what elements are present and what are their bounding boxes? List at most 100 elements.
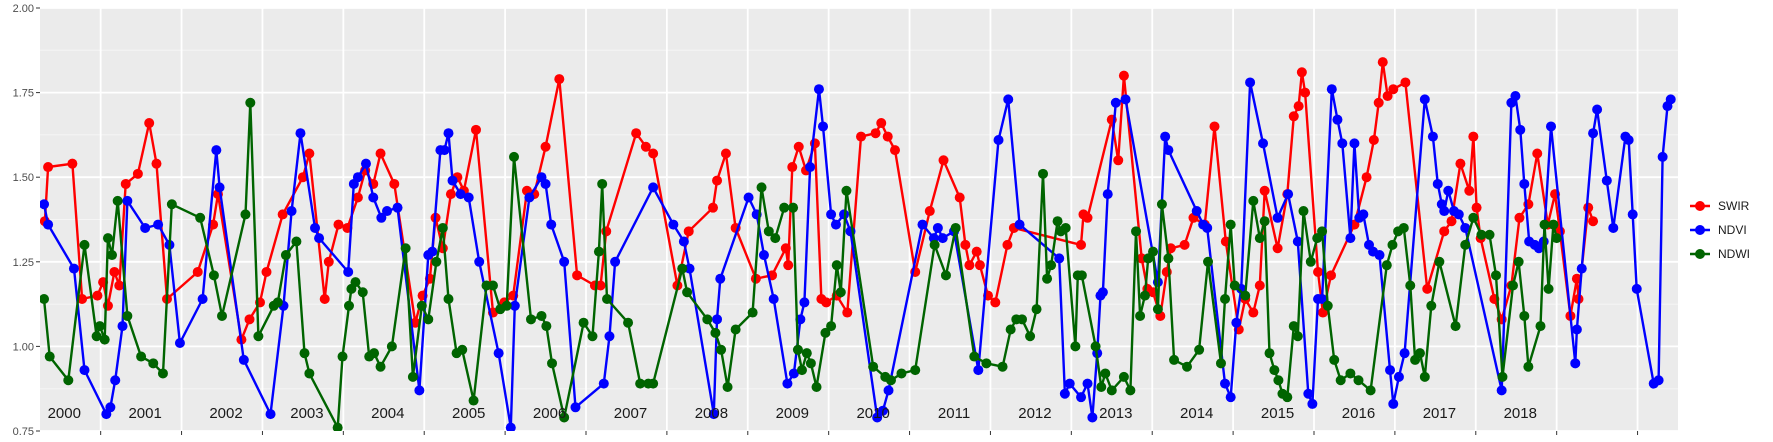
data-point-ndwi [468,395,479,406]
data-point-swir [821,297,832,308]
data-point-ndvi [68,263,79,274]
data-point-ndwi [1005,324,1016,335]
data-point-ndvi [40,199,50,210]
data-point-swir [389,178,400,189]
data-point-ndvi [782,378,793,389]
data-point-ndvi [1087,412,1098,423]
data-point-ndvi [505,422,516,431]
data-point-swir [445,189,456,200]
year-label: 2005 [452,405,485,422]
data-point-swir [870,128,881,139]
data-point-ndwi [272,297,283,308]
data-point-ndwi [593,246,604,257]
data-point-swir [319,294,330,305]
data-point-ndwi [997,361,1008,372]
data-point-ndwi [431,256,442,267]
data-point-ndwi [1106,385,1117,396]
data-point-swir [1439,226,1450,237]
data-point-ndwi [1322,300,1333,311]
year-label: 2017 [1423,405,1456,422]
data-point-swir [1373,97,1384,108]
data-point-ndvi [1427,131,1438,142]
data-point-ndwi [148,358,159,369]
data-point-ndwi [1096,382,1107,393]
data-point-ndwi [1131,226,1142,237]
data-point-ndwi [332,422,343,431]
data-point-ndvi [826,209,837,220]
data-point-ndvi [174,338,185,349]
data-point-ndwi [623,317,634,328]
data-point-swir [77,294,88,305]
data-point-ndwi [1460,239,1471,250]
data-point-ndwi [253,331,264,342]
data-point-ndwi [1254,233,1265,244]
data-point-swir [787,162,798,173]
data-point-ndvi [1097,287,1108,298]
data-point-ndvi [382,206,393,217]
data-point-swir [964,260,975,271]
data-point-ndvi [1519,178,1530,189]
data-point-ndwi [587,331,598,342]
data-point-ndwi [756,182,767,193]
data-point-swir [882,131,893,142]
data-point-ndwi [102,233,113,244]
data-point-ndwi [1476,229,1487,240]
year-label: 2007 [614,405,647,422]
data-point-ndwi [801,348,812,359]
data-point-ndvi [610,256,621,267]
data-point-swir [297,172,308,183]
data-point-ndwi [841,185,852,196]
data-point-ndwi [1523,361,1534,372]
data-point-ndvi [1608,222,1619,233]
data-point-ndvi [1082,378,1093,389]
data-point-ndvi [1220,378,1231,389]
data-point-ndvi [712,314,723,325]
data-point-swir [924,206,935,217]
data-point-ndwi [868,361,879,372]
year-labels: 2000 2001 2002 2003 2004 2005 2006 2007 2008 2009… [48,405,1537,422]
data-point-swir [144,118,155,129]
data-point-swir [43,162,54,173]
data-point-swir [132,168,143,179]
data-point-ndvi [1225,392,1236,403]
y-axis: 0.75 1.00 1.25 1.50 1.75 2.00 [13,3,40,438]
data-point-ndvi [818,121,829,132]
data-point-ndvi [805,162,816,173]
data-point-swir [1446,216,1457,227]
data-point-ndwi [1259,216,1270,227]
data-point-swir [151,158,162,169]
data-point-swir [1313,266,1324,277]
data-point-ndwi [1042,273,1053,284]
data-point-ndwi [792,344,803,355]
data-point-ndwi [1148,246,1159,257]
data-point-ndvi [678,236,689,247]
data-point-ndvi [1064,378,1075,389]
data-point-swir [1254,280,1265,291]
data-point-ndvi [932,222,943,233]
data-point-ndwi [747,307,758,318]
data-point-ndwi [112,195,123,206]
data-point-swir [410,317,421,328]
data-point-swir [1588,216,1599,227]
legend-marker [1695,201,1705,211]
data-point-ndwi [44,351,55,362]
data-point-ndvi [1292,236,1303,247]
data-point-ndwi [1090,341,1101,352]
data-point-ndwi [217,310,227,321]
data-point-swir [1468,131,1479,142]
year-label: 2004 [371,405,404,422]
data-point-ndwi [1169,354,1180,365]
year-label: 2014 [1180,405,1213,422]
data-point-ndvi [310,222,321,233]
data-point-ndwi [79,239,90,250]
data-point-ndwi [343,300,354,311]
data-point-swir [683,226,694,237]
data-point-ndwi [501,300,512,311]
data-point-swir [876,118,887,129]
data-point-swir [954,192,965,203]
data-point-ndvi [570,402,581,413]
data-point-ndwi [1163,253,1174,264]
data-point-swir [1113,155,1124,166]
data-point-swir [1455,158,1466,169]
data-point-ndwi [1225,219,1236,230]
